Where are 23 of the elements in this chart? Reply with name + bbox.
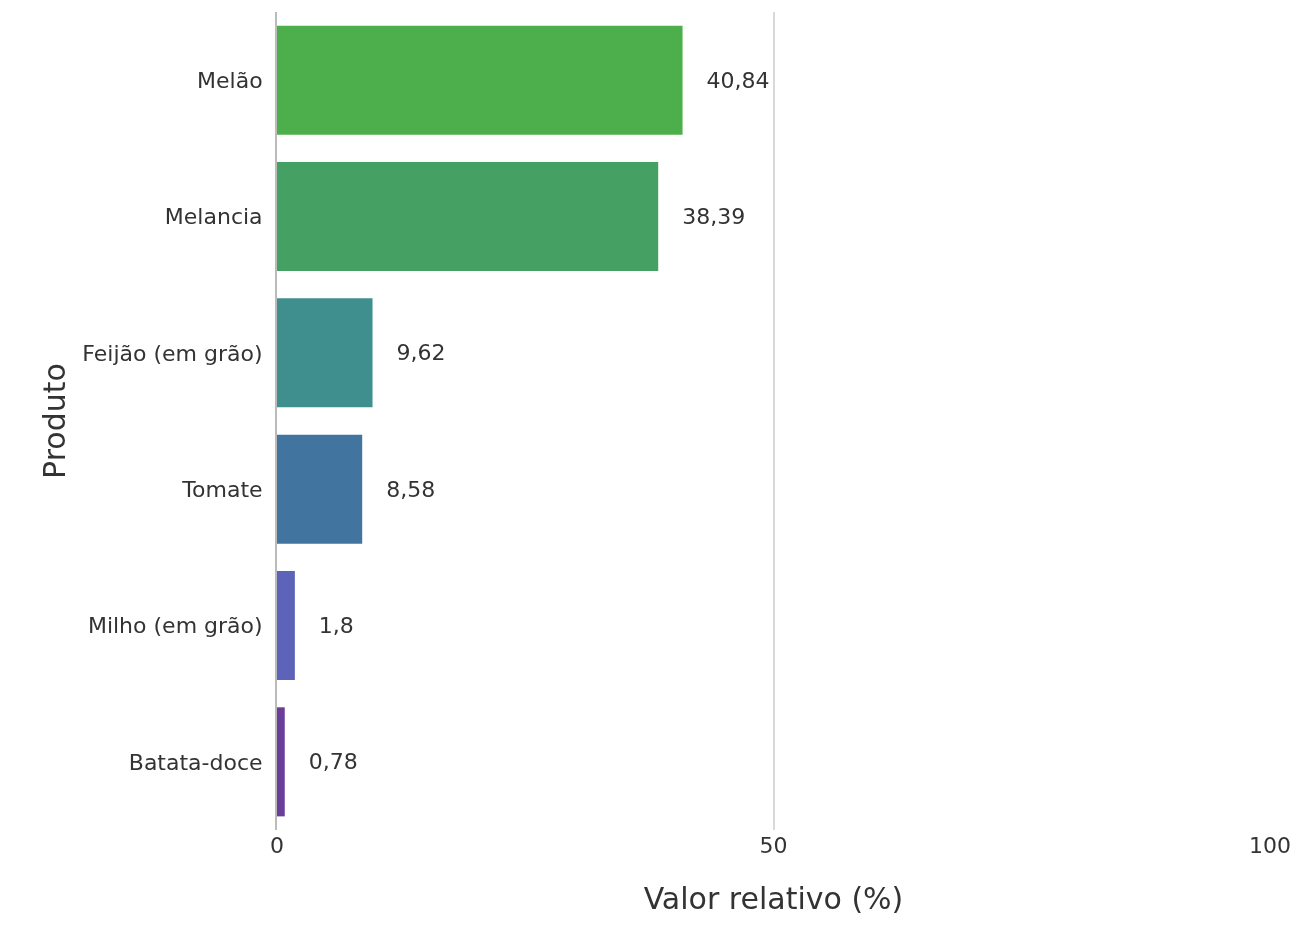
y-tick-label: Melancia	[164, 204, 263, 230]
y-tick-label: Batata-doce	[128, 749, 263, 775]
data-label: 40,84	[685, 67, 770, 93]
x-tick-label: 50	[759, 833, 788, 858]
bar	[277, 25, 683, 135]
y-tick-label: Milho (em grão)	[87, 613, 263, 639]
data-label: 8,58	[365, 476, 436, 502]
y-axis-title: Produto	[36, 363, 72, 479]
data-label: 0,78	[287, 749, 358, 775]
bar	[277, 161, 659, 272]
bar	[277, 707, 285, 817]
x-tick-label: 0	[270, 833, 284, 858]
y-tick-label: Feijão (em grão)	[82, 340, 263, 366]
data-label: 9,62	[375, 340, 446, 366]
bar	[277, 570, 295, 681]
bar	[277, 434, 363, 544]
y-tick-label: Tomate	[181, 476, 263, 502]
data-label: 1,8	[297, 613, 354, 638]
data-label: 38,39	[661, 204, 746, 229]
x-axis-title: Valor relativo (%)	[643, 880, 904, 916]
x-tick-label: 100	[1249, 833, 1291, 858]
y-tick-label: Melão	[197, 67, 263, 93]
bar	[277, 298, 373, 408]
